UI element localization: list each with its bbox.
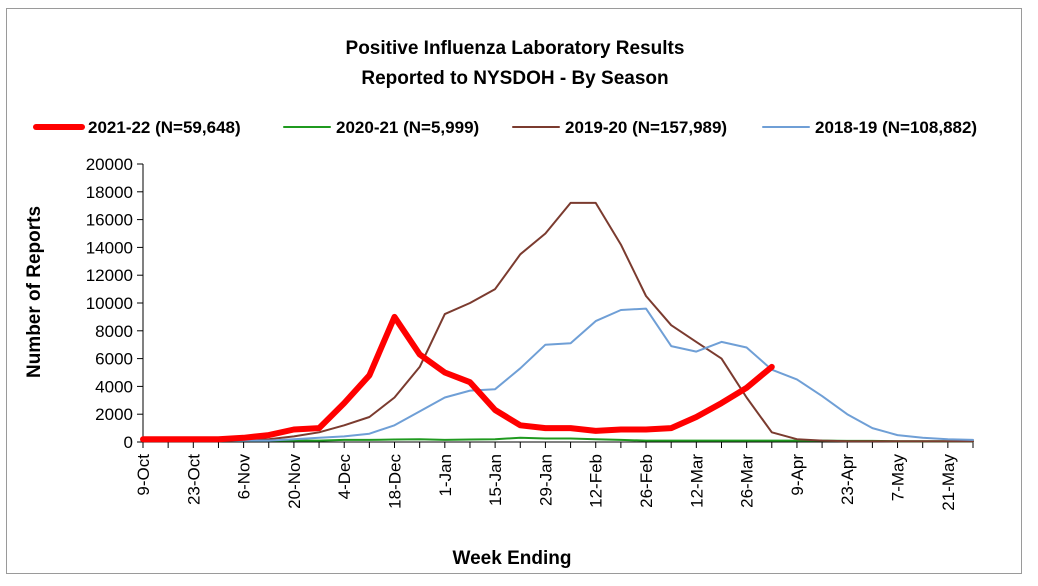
x-tick-label: 21-May <box>939 454 958 511</box>
x-tick-label: 26-Feb <box>637 454 656 508</box>
x-tick-label: 6-Nov <box>235 454 254 500</box>
x-tick-label: 9-Apr <box>788 454 807 496</box>
y-tick-label: 8000 <box>95 322 133 341</box>
y-axis-label: Number of Reports <box>24 206 45 378</box>
x-tick-label: 1-Jan <box>436 454 455 497</box>
x-tick-label: 23-Oct <box>184 454 203 505</box>
y-tick-label: 18000 <box>86 183 133 202</box>
x-tick-label: 9-Oct <box>134 454 153 496</box>
legend: 2021-22 (N=59,648) 2020-21 (N=5,999) 2019-… <box>33 118 977 137</box>
x-tick-label: 20-Nov <box>285 454 304 509</box>
y-tick-label: 20000 <box>86 155 133 174</box>
y-tick-label: 0 <box>124 433 133 452</box>
y-tick-label: 6000 <box>95 350 133 369</box>
x-axis-ticks: 9-Oct 23-Oct 6-Nov 20-Nov 4-Dec 18-Dec 1-Jan 15… <box>134 442 974 511</box>
y-tick-label: 14000 <box>86 238 133 257</box>
series-line-2018-19 <box>142 307 974 442</box>
legend-label: 2019-20 (N=157,989) <box>565 118 727 137</box>
legend-label: 2018-19 (N=108,882) <box>815 118 977 137</box>
x-tick-label: 23-Apr <box>838 454 857 505</box>
x-tick-label: 18-Dec <box>386 454 405 509</box>
x-tick-label: 12-Feb <box>587 454 606 508</box>
x-tick-label: 4-Dec <box>335 454 354 500</box>
series-lines <box>140 201 974 443</box>
y-tick-label: 4000 <box>95 377 133 396</box>
axes <box>142 164 973 443</box>
legend-label: 2021-22 (N=59,648) <box>88 118 241 137</box>
y-tick-label: 10000 <box>86 294 133 313</box>
x-tick-label: 29-Jan <box>536 454 555 506</box>
x-tick-label: 15-Jan <box>486 454 505 506</box>
chart-frame: Positive Influenza Laboratory Results Re… <box>6 8 1022 574</box>
x-axis-label: Week Ending <box>453 548 572 569</box>
y-tick-label: 12000 <box>86 266 133 285</box>
chart-subtitle: Reported to NYSDOH - By Season <box>361 68 669 89</box>
x-tick-label: 26-Mar <box>738 454 757 508</box>
x-tick-label: 7-May <box>889 454 908 502</box>
y-tick-label: 16000 <box>86 211 133 230</box>
y-axis-ticks: 0 2000 4000 6000 8000 10000 12000 14000 16000 180… <box>86 155 143 452</box>
series-line-2019-20 <box>142 201 974 443</box>
y-tick-label: 2000 <box>95 405 133 424</box>
x-tick-label: 12-Mar <box>687 454 706 508</box>
series-line-2021-22 <box>140 313 775 443</box>
legend-label: 2020-21 (N=5,999) <box>336 118 479 137</box>
chart-title: Positive Influenza Laboratory Results <box>345 38 685 59</box>
